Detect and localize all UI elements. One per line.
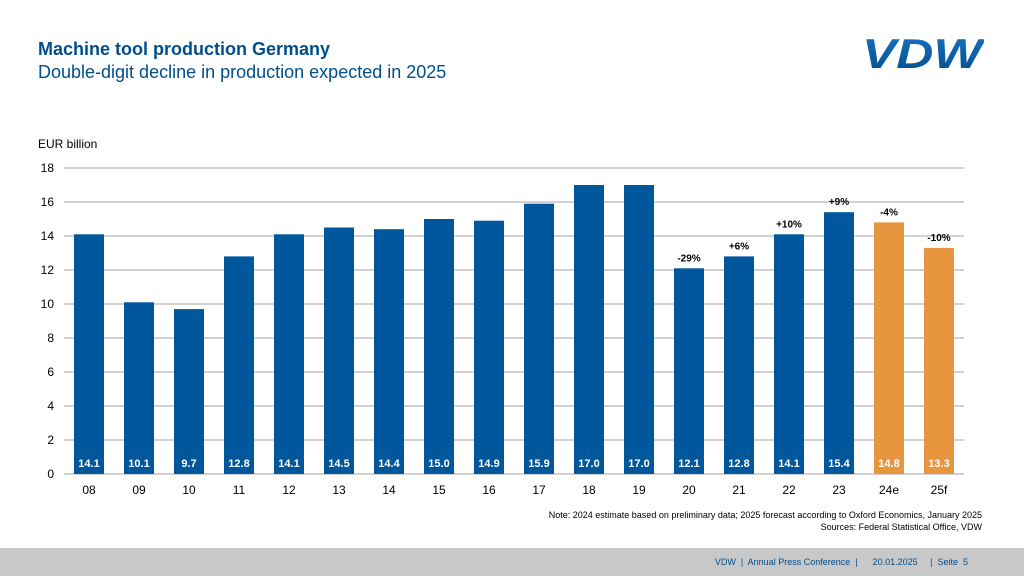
vdw-logo: VDW	[862, 35, 984, 73]
x-tick-label: 13	[332, 483, 346, 497]
x-tick-label: 19	[632, 483, 646, 497]
bar	[274, 234, 304, 474]
y-tick-label: 8	[47, 331, 54, 345]
y-tick-label: 14	[41, 229, 55, 243]
bar-value-label: 12.8	[228, 458, 249, 470]
footer-date: 20.01.2025	[872, 557, 918, 567]
y-tick-label: 10	[41, 297, 55, 311]
bar	[724, 256, 754, 474]
x-tick-label: 17	[532, 483, 546, 497]
x-tick-label: 08	[82, 483, 96, 497]
bar-value-label: 15.9	[528, 458, 549, 470]
bar	[424, 219, 454, 474]
x-tick-label: 20	[682, 483, 696, 497]
bar	[374, 229, 404, 474]
vdw-logo-text: VDW	[862, 35, 984, 73]
y-axis-unit-label: EUR billion	[38, 137, 98, 151]
x-tick-label: 16	[482, 483, 496, 497]
bar	[524, 203, 554, 474]
x-tick-label: 18	[582, 483, 596, 497]
bar-value-label: 14.8	[878, 458, 899, 470]
y-tick-label: 2	[47, 433, 54, 447]
bar-value-label: 17.0	[578, 458, 599, 470]
bar-value-label: 10.1	[128, 458, 149, 470]
bar-value-label: 15.0	[428, 458, 449, 470]
y-tick-label: 16	[41, 195, 55, 209]
change-label: -4%	[880, 207, 898, 218]
bar-value-label: 9.7	[181, 458, 196, 470]
bar-value-label: 14.1	[78, 458, 99, 470]
bar	[924, 247, 954, 474]
change-label: +6%	[729, 241, 749, 252]
x-tick-label: 15	[432, 483, 446, 497]
change-label: -29%	[677, 253, 700, 264]
sources-line: Sources: Federal Statistical Office, VDW	[820, 522, 982, 532]
footer-bar: VDW | Annual Press Conference | 20.01.20…	[0, 548, 1024, 576]
y-tick-label: 4	[47, 399, 54, 413]
x-tick-label: 25f	[931, 483, 948, 497]
bar	[624, 185, 654, 474]
bar-value-label: 14.4	[378, 458, 400, 470]
title-block: Machine tool production Germany Double-d…	[38, 38, 446, 84]
y-tick-label: 18	[41, 161, 55, 175]
bar	[224, 256, 254, 474]
bar	[824, 212, 854, 474]
bar-value-label: 15.4	[828, 458, 850, 470]
bar-value-label: 12.8	[728, 458, 749, 470]
x-tick-label: 14	[382, 483, 396, 497]
y-tick-label: 6	[47, 365, 54, 379]
bar-value-label: 17.0	[628, 458, 649, 470]
page-subtitle: Double-digit decline in production expec…	[38, 62, 447, 82]
bar-value-label: 13.3	[928, 458, 949, 470]
footer-event: Annual Press Conference	[747, 557, 851, 567]
bar-value-label: 14.1	[278, 458, 299, 470]
bar-value-label: 12.1	[678, 458, 699, 470]
bar	[474, 220, 504, 474]
change-label: -10%	[927, 233, 950, 244]
bar-value-label: 14.5	[328, 458, 349, 470]
bar-value-label: 14.9	[478, 458, 499, 470]
note-line: Note: 2024 estimate based on preliminary…	[548, 510, 982, 520]
y-tick-label: 0	[47, 467, 54, 481]
y-tick-label: 12	[41, 263, 55, 277]
bar	[674, 268, 704, 474]
x-tick-label: 12	[282, 483, 296, 497]
bar	[324, 227, 354, 474]
x-tick-label: 09	[132, 483, 146, 497]
bar	[774, 234, 804, 474]
bar	[74, 234, 104, 474]
x-tick-label: 24e	[879, 483, 899, 497]
x-tick-label: 22	[782, 483, 796, 497]
change-label: +10%	[776, 219, 802, 230]
bar-value-label: 14.1	[778, 458, 799, 470]
x-tick-label: 23	[832, 483, 846, 497]
bar	[124, 302, 154, 474]
chart-notes: Note: 2024 estimate based on preliminary…	[549, 509, 982, 533]
bar	[874, 222, 904, 474]
footer-text: VDW | Annual Press Conference | 20.01.20…	[714, 557, 968, 567]
bar	[174, 309, 204, 474]
x-tick-label: 11	[233, 483, 246, 497]
footer-page: Seite 5	[937, 557, 968, 567]
bar	[574, 185, 604, 474]
change-label: +9%	[829, 197, 849, 208]
x-tick-label: 21	[732, 483, 746, 497]
x-tick-label: 10	[182, 483, 196, 497]
footer-org: VDW	[714, 557, 736, 567]
page-title: Machine tool production Germany	[38, 39, 331, 59]
production-bar-chart: 0 2 4 6 8 10 12 14 16 18 14.1 08 10.1 09 9.7 10 12.8 11 14…	[41, 161, 964, 497]
